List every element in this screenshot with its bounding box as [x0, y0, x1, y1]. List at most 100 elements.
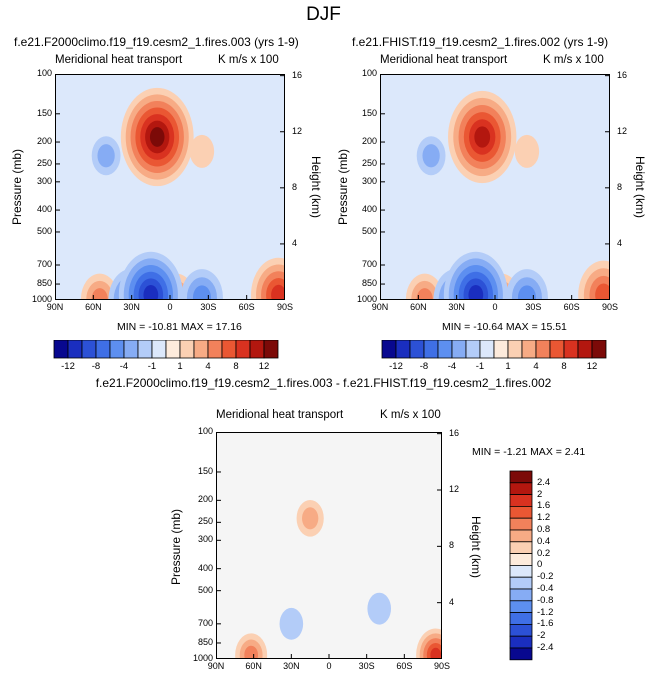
contour-level: [416, 288, 433, 300]
colorbar-swatch: [509, 623, 533, 637]
contour-level: [143, 284, 159, 300]
contour-level: [468, 284, 484, 300]
panel-1-ylabel: Pressure (mb): [10, 149, 24, 226]
colorbar-label: -8: [91, 361, 101, 372]
colorbar-label: -1.2: [537, 606, 554, 618]
plot-background: [216, 432, 442, 659]
contour-level: [91, 288, 108, 300]
y-tick-label: 150: [197, 465, 213, 476]
y-tick-label: 150: [36, 107, 52, 118]
contour-level: [189, 134, 215, 168]
colorbar-label: -4: [447, 361, 457, 372]
contour-level: [192, 285, 211, 300]
contour-level: [97, 144, 115, 168]
colorbar-swatch: [81, 340, 97, 359]
colorbar-swatch: [563, 340, 579, 359]
x-tick-label: 60N: [245, 661, 262, 671]
y-tick-label: 700: [197, 617, 213, 628]
colorbar-label: 1.6: [537, 500, 551, 512]
y-tick-label: 250: [361, 157, 377, 168]
contour-feature: [514, 134, 540, 168]
colorbar-label: 1: [505, 361, 511, 372]
y-tick-label: 250: [197, 516, 213, 527]
contour-level: [595, 283, 610, 300]
colorbar-swatch: [67, 340, 83, 359]
x-tick-label: 90S: [276, 302, 293, 312]
colorbar-swatch: [123, 340, 139, 359]
colorbar-swatch: [509, 635, 533, 649]
colorbar-label: -0.4: [537, 583, 554, 594]
y2-tick-label: 8: [617, 181, 623, 192]
colorbar-swatch: [549, 340, 565, 359]
colorbar-swatch: [381, 340, 397, 359]
y-tick-label: 400: [197, 562, 213, 573]
y2-tick-label: 16: [449, 427, 460, 438]
panel-2-left-label: Meridional heat transport: [380, 54, 508, 66]
colorbar-swatch: [507, 340, 523, 359]
colorbar-swatch: [109, 340, 125, 359]
y2-tick-label: 8: [449, 540, 455, 551]
colorbar-label: -1: [475, 361, 485, 372]
x-tick-label: 90N: [207, 661, 225, 671]
colorbar-swatch: [509, 506, 533, 519]
colorbar-swatch: [521, 340, 537, 359]
colorbar-label: 0.8: [537, 524, 551, 535]
contour-feature: [120, 87, 194, 187]
colorbar-swatch: [577, 340, 593, 359]
x-tick-label: 30N: [283, 661, 300, 671]
y-tick-label: 500: [36, 225, 52, 236]
colorbar-label: 2.4: [537, 476, 551, 488]
contour-level: [271, 284, 285, 300]
y-tick-label: 200: [197, 494, 213, 505]
colorbar-swatch: [479, 340, 495, 359]
x-tick-label: 60S: [396, 661, 413, 671]
colorbar-label: 4: [205, 361, 211, 372]
colorbar-label: -12: [389, 361, 403, 372]
colorbar-swatch: [509, 576, 533, 590]
diff-colorbar: [509, 470, 533, 661]
y-tick-label: 850: [197, 636, 213, 647]
colorbar-swatch: [591, 340, 607, 359]
panel-1-minmax: MIN = -10.81 MAX = 17.16: [117, 321, 242, 333]
colorbar-label: -2: [537, 630, 546, 642]
x-tick-label: 30N: [123, 302, 140, 312]
contour-level: [302, 507, 319, 530]
colorbar-swatch: [95, 340, 111, 359]
colorbar-swatch: [221, 340, 237, 359]
colorbar-swatch: [465, 340, 481, 359]
contour-feature: [118, 251, 183, 300]
x-tick-label: 30S: [200, 302, 217, 312]
panel-2-colorbar: [381, 340, 607, 359]
x-tick-label: 0: [167, 302, 173, 312]
y-tick-label: 1000: [192, 653, 213, 663]
colorbar-swatch: [509, 612, 533, 625]
panel-3-right-label: K m/s x 100: [380, 409, 441, 421]
y-tick-label: 100: [36, 68, 52, 78]
colorbar-label: -2.4: [537, 642, 554, 653]
panel-1-colorbar: [53, 340, 279, 359]
colorbar-swatch: [509, 529, 533, 543]
y-tick-label: 300: [36, 175, 52, 186]
colorbar-swatch: [207, 340, 223, 359]
panel-3-title: f.e21.F2000climo.f19_f19.cesm2_1.fires.0…: [95, 376, 552, 390]
y-tick-label: 400: [361, 204, 377, 215]
contour-feature: [91, 136, 121, 176]
colorbar-swatch: [509, 482, 533, 496]
y-tick-label: 700: [36, 258, 52, 269]
panel-1-left-label: Meridional heat transport: [55, 54, 183, 66]
colorbar-swatch: [509, 541, 533, 555]
colorbar-label: 2: [537, 488, 543, 500]
x-tick-label: 0: [326, 661, 332, 671]
contour-feature: [448, 90, 517, 184]
colorbar-label: 1: [177, 361, 183, 372]
panel-3-minmax: MIN = -1.21 MAX = 2.41: [472, 446, 586, 458]
y-tick-label: 100: [197, 426, 213, 436]
y-tick-label: 850: [361, 278, 377, 289]
y-tick-label: 500: [361, 225, 377, 236]
y-tick-label: 300: [197, 534, 213, 545]
panel-2-title: f.e21.FHIST.f19_f19.cesm2_1.fires.002 (y…: [352, 35, 609, 49]
x-tick-label: 30S: [525, 302, 542, 312]
contour-feature: [235, 633, 268, 659]
colorbar-label: -0.2: [537, 571, 554, 583]
colorbar-label: -0.8: [537, 594, 554, 606]
